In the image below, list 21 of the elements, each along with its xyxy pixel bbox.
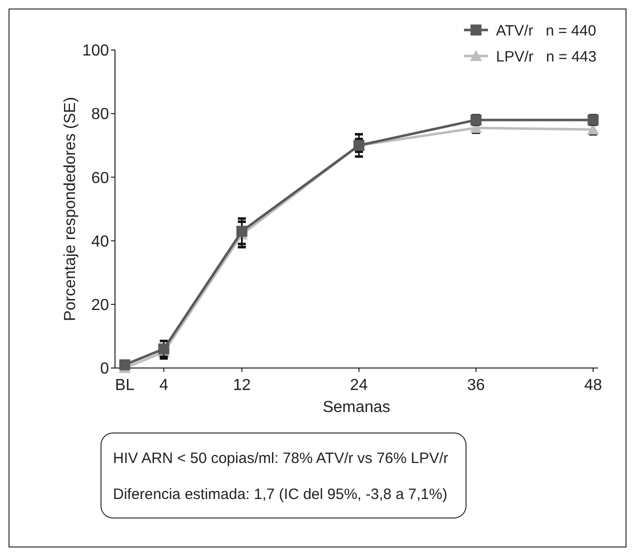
y-axis-title: Porcentaje respondedores (SE) bbox=[62, 96, 79, 322]
x-axis-title: Semanas bbox=[322, 399, 390, 416]
x-tick-label: 36 bbox=[467, 377, 486, 394]
y-tick-label: 40 bbox=[91, 233, 110, 250]
x-tick-label: BL bbox=[114, 377, 135, 394]
point bbox=[236, 226, 248, 237]
point bbox=[158, 343, 170, 354]
y-tick-label: 20 bbox=[91, 297, 110, 314]
y-tick-label: 60 bbox=[91, 170, 110, 187]
x-tick-label: 4 bbox=[159, 377, 168, 394]
x-tick-label: 48 bbox=[584, 377, 602, 394]
text: HIV ARN < 50 copias/ml: 78% ATV/r vs 76% LPV/r bbox=[113, 450, 448, 467]
text: Diferencia estimada: 1,7 (IC del 95%, -3,8 a 7,1%) bbox=[113, 486, 448, 503]
x-tick-label: 24 bbox=[350, 377, 368, 394]
legend-label: LPV/r n = 443 bbox=[496, 48, 596, 66]
y-tick-label: 0 bbox=[100, 360, 110, 378]
y-tick-label: 80 bbox=[91, 106, 110, 124]
point bbox=[119, 359, 130, 370]
x-tick-label: 12 bbox=[232, 377, 251, 394]
y-tick-label: 100 bbox=[82, 42, 110, 60]
legend-label: ATV/r n = 440 bbox=[496, 22, 596, 40]
